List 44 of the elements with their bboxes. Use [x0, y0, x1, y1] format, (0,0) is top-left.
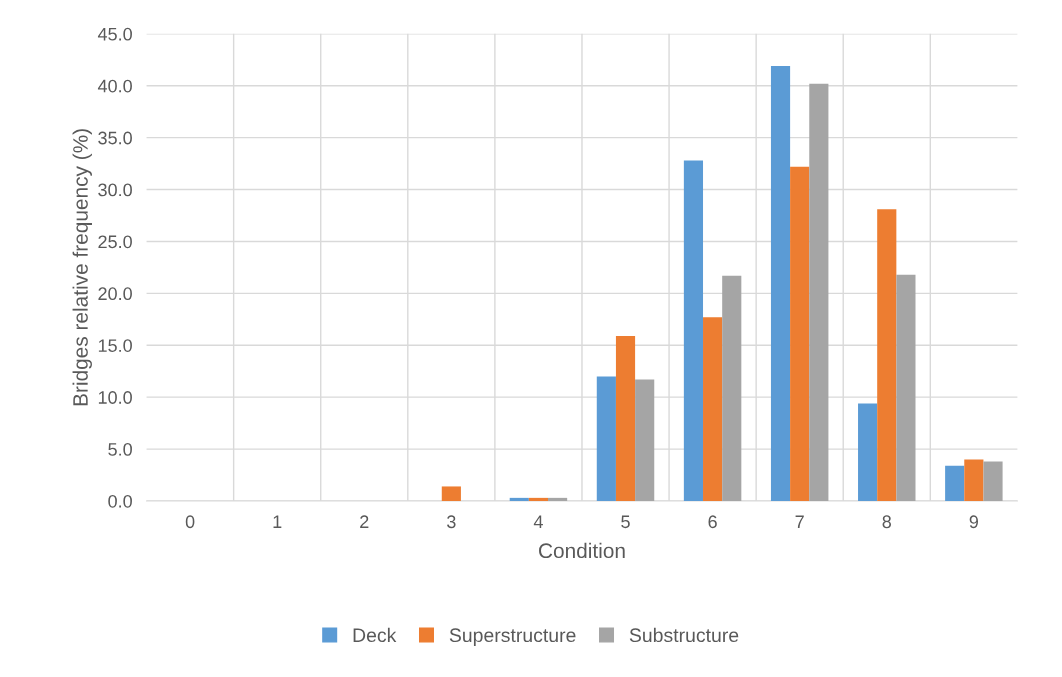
y-axis-title: Bridges relative frequency (%)	[72, 129, 92, 406]
bar	[722, 275, 742, 501]
bar	[770, 66, 791, 501]
x-tick-label: 0	[185, 515, 195, 529]
bar	[858, 403, 878, 501]
bar	[635, 379, 655, 501]
bar	[703, 317, 723, 501]
legend-label: Deck	[353, 627, 397, 643]
x-tick-label: 9	[969, 515, 979, 529]
y-tick-label: 20.0	[98, 287, 132, 301]
x-tick-label: 8	[882, 515, 892, 529]
x-tick-label: 1	[273, 515, 282, 528]
bar	[809, 83, 829, 501]
y-tick-label: 15.0	[98, 339, 132, 352]
bar	[683, 160, 704, 501]
bar	[983, 461, 1003, 501]
y-tick-label: 30.0	[98, 183, 132, 197]
bar	[528, 497, 549, 501]
x-tick-label: 3	[447, 515, 456, 529]
bar	[548, 497, 568, 501]
legend-label: Superstructure	[449, 628, 576, 646]
legend-label: Substructure	[629, 627, 739, 643]
y-tick-label: 10.0	[98, 391, 132, 404]
bar	[964, 459, 984, 501]
bar	[596, 376, 616, 501]
bar	[615, 335, 636, 501]
x-tick-label: 6	[708, 515, 717, 529]
y-tick-label: 5.0	[108, 443, 132, 456]
x-tick-label: 5	[621, 515, 630, 529]
y-tick-label: 45.0	[97, 27, 132, 41]
x-tick-label: 2	[360, 515, 369, 528]
bar	[877, 209, 897, 501]
y-tick-label: 40.0	[97, 79, 132, 93]
bar	[509, 497, 529, 501]
y-tick-label: 35.0	[98, 131, 132, 145]
bar	[945, 465, 965, 501]
x-tick-label: 7	[795, 515, 804, 528]
y-tick-label: 25.0	[98, 235, 132, 249]
bar	[441, 486, 461, 501]
bar	[790, 166, 810, 501]
y-tick-label: 0.0	[108, 494, 132, 508]
x-tick-label: 4	[533, 515, 543, 528]
bar	[896, 274, 916, 501]
x-axis-title: Condition	[539, 542, 625, 559]
